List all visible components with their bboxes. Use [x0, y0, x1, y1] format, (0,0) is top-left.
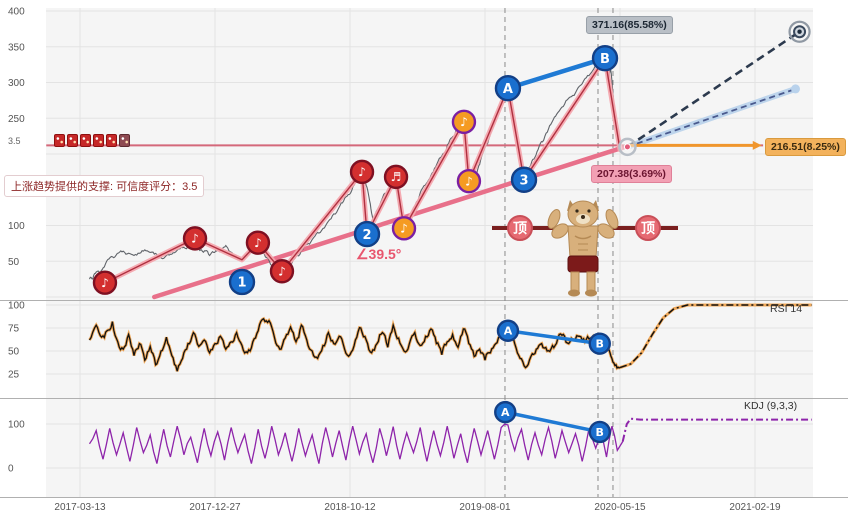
- rsi-marker-label: B: [596, 338, 604, 351]
- x-tick: 2019-08-01: [459, 502, 511, 513]
- signal-icon[interactable]: [80, 134, 91, 147]
- x-tick: 2017-03-13: [54, 502, 106, 513]
- music-note-marker[interactable]: [456, 168, 482, 194]
- main-y-tick: 300: [8, 78, 25, 89]
- kdj-marker-label: A: [501, 406, 510, 419]
- current-price-label[interactable]: 207.38(3.69%): [591, 165, 672, 183]
- x-tick: 2020-05-15: [594, 502, 646, 513]
- projection-upper-line: [626, 30, 801, 148]
- resistance-price-label[interactable]: 216.51(8.25%): [765, 138, 846, 156]
- wave-label-marker[interactable]: [494, 75, 522, 102]
- projection-flat-arrow: [752, 140, 762, 150]
- trend-line: [152, 143, 632, 300]
- wave-label-marker[interactable]: [591, 44, 619, 72]
- main-y-tick: 400: [8, 7, 25, 18]
- signal-icon-row: [54, 134, 130, 147]
- kdj-label: KDJ (9,3,3): [744, 400, 798, 412]
- kdj-marker[interactable]: [494, 400, 517, 424]
- rsi-label: RSI 14: [770, 303, 803, 315]
- signal-icon[interactable]: [67, 134, 78, 147]
- rsi-marker[interactable]: [496, 319, 520, 342]
- rsi-marker[interactable]: [588, 332, 611, 355]
- support-rating: 3.5: [8, 136, 21, 146]
- wave-label-marker-label: 3: [519, 173, 528, 188]
- rsi-y-tick: 25: [8, 370, 20, 381]
- music-note-marker[interactable]: [383, 164, 409, 190]
- music-note-marker[interactable]: [245, 230, 271, 255]
- music-note-marker-label: ♪: [400, 222, 408, 236]
- projection-mid-end: [791, 84, 800, 94]
- music-note-marker-label: ♪: [191, 232, 199, 246]
- music-note-marker[interactable]: [451, 109, 477, 135]
- top-badge-right[interactable]: 顶: [635, 215, 661, 241]
- x-tick: 2021-02-19: [729, 502, 781, 513]
- kdj-ab-line: [503, 410, 602, 434]
- kdj-marker[interactable]: [588, 420, 611, 444]
- top-badge-left[interactable]: 顶: [507, 215, 533, 241]
- music-note-marker[interactable]: [349, 159, 375, 185]
- kdj-y-tick: 0: [8, 464, 14, 475]
- signal-icon[interactable]: [54, 134, 65, 147]
- rsi-y-tick: 50: [8, 347, 20, 358]
- music-note-marker[interactable]: [92, 270, 118, 295]
- kdj-marker-label: B: [596, 426, 604, 439]
- music-note-marker-label: ♪: [358, 165, 366, 179]
- x-tick: 2017-12-27: [189, 502, 241, 513]
- target-price-label[interactable]: 371.16(85.58%): [586, 16, 673, 34]
- wave-label-marker-label: 1: [237, 276, 246, 291]
- main-y-tick: 250: [8, 114, 25, 125]
- wave-label-marker[interactable]: [353, 220, 381, 248]
- music-note-marker-label: ♪: [101, 276, 109, 290]
- angle-annotation: ∠39.5°: [356, 246, 402, 262]
- kdj-projection: [621, 417, 812, 442]
- support-note: 上涨趋势提供的支撑: 可信度评分：3.5: [4, 175, 205, 197]
- main-y-tick: 100: [8, 221, 25, 232]
- ab-trend-line: [505, 55, 608, 91]
- rsi-y-tick: 75: [8, 324, 20, 335]
- wave-label-marker-label: B: [600, 52, 610, 67]
- signal-icon[interactable]: [119, 134, 130, 147]
- music-note-marker-label: ♬: [391, 170, 402, 184]
- music-note-marker[interactable]: [269, 259, 295, 284]
- signal-icon[interactable]: [106, 134, 117, 147]
- music-note-marker[interactable]: [182, 226, 208, 251]
- junction-dot: [623, 143, 631, 151]
- main-y-tick: 50: [8, 257, 20, 268]
- projection-mid-glow: [624, 85, 799, 150]
- kdj-y-tick: 100: [8, 420, 25, 431]
- rsi-line: [88, 317, 621, 372]
- music-note-marker[interactable]: [391, 216, 417, 241]
- music-note-marker-label: ♪: [465, 174, 473, 188]
- music-note-marker-label: ♪: [460, 115, 468, 129]
- kdj-line: [88, 423, 624, 464]
- music-note-marker-label: ♪: [278, 265, 286, 279]
- wave-label-marker-label: A: [503, 82, 513, 97]
- rsi-ab-line: [506, 329, 602, 346]
- rsi-marker-label: A: [504, 325, 513, 338]
- dog-mascot: [547, 200, 619, 297]
- main-y-tick: 350: [8, 42, 25, 53]
- target-ring-outer: [788, 20, 811, 43]
- music-note-marker-label: ♪: [254, 236, 262, 250]
- target-dot: [797, 29, 802, 34]
- rsi-y-tick: 100: [8, 301, 25, 312]
- rsi-projection: [619, 304, 812, 369]
- signal-icon[interactable]: [93, 134, 104, 147]
- wave-label-marker[interactable]: [510, 166, 538, 193]
- wave-label-marker-label: 2: [362, 228, 371, 243]
- wave-label-marker[interactable]: [228, 268, 256, 296]
- x-tick: 2018-10-12: [324, 502, 376, 513]
